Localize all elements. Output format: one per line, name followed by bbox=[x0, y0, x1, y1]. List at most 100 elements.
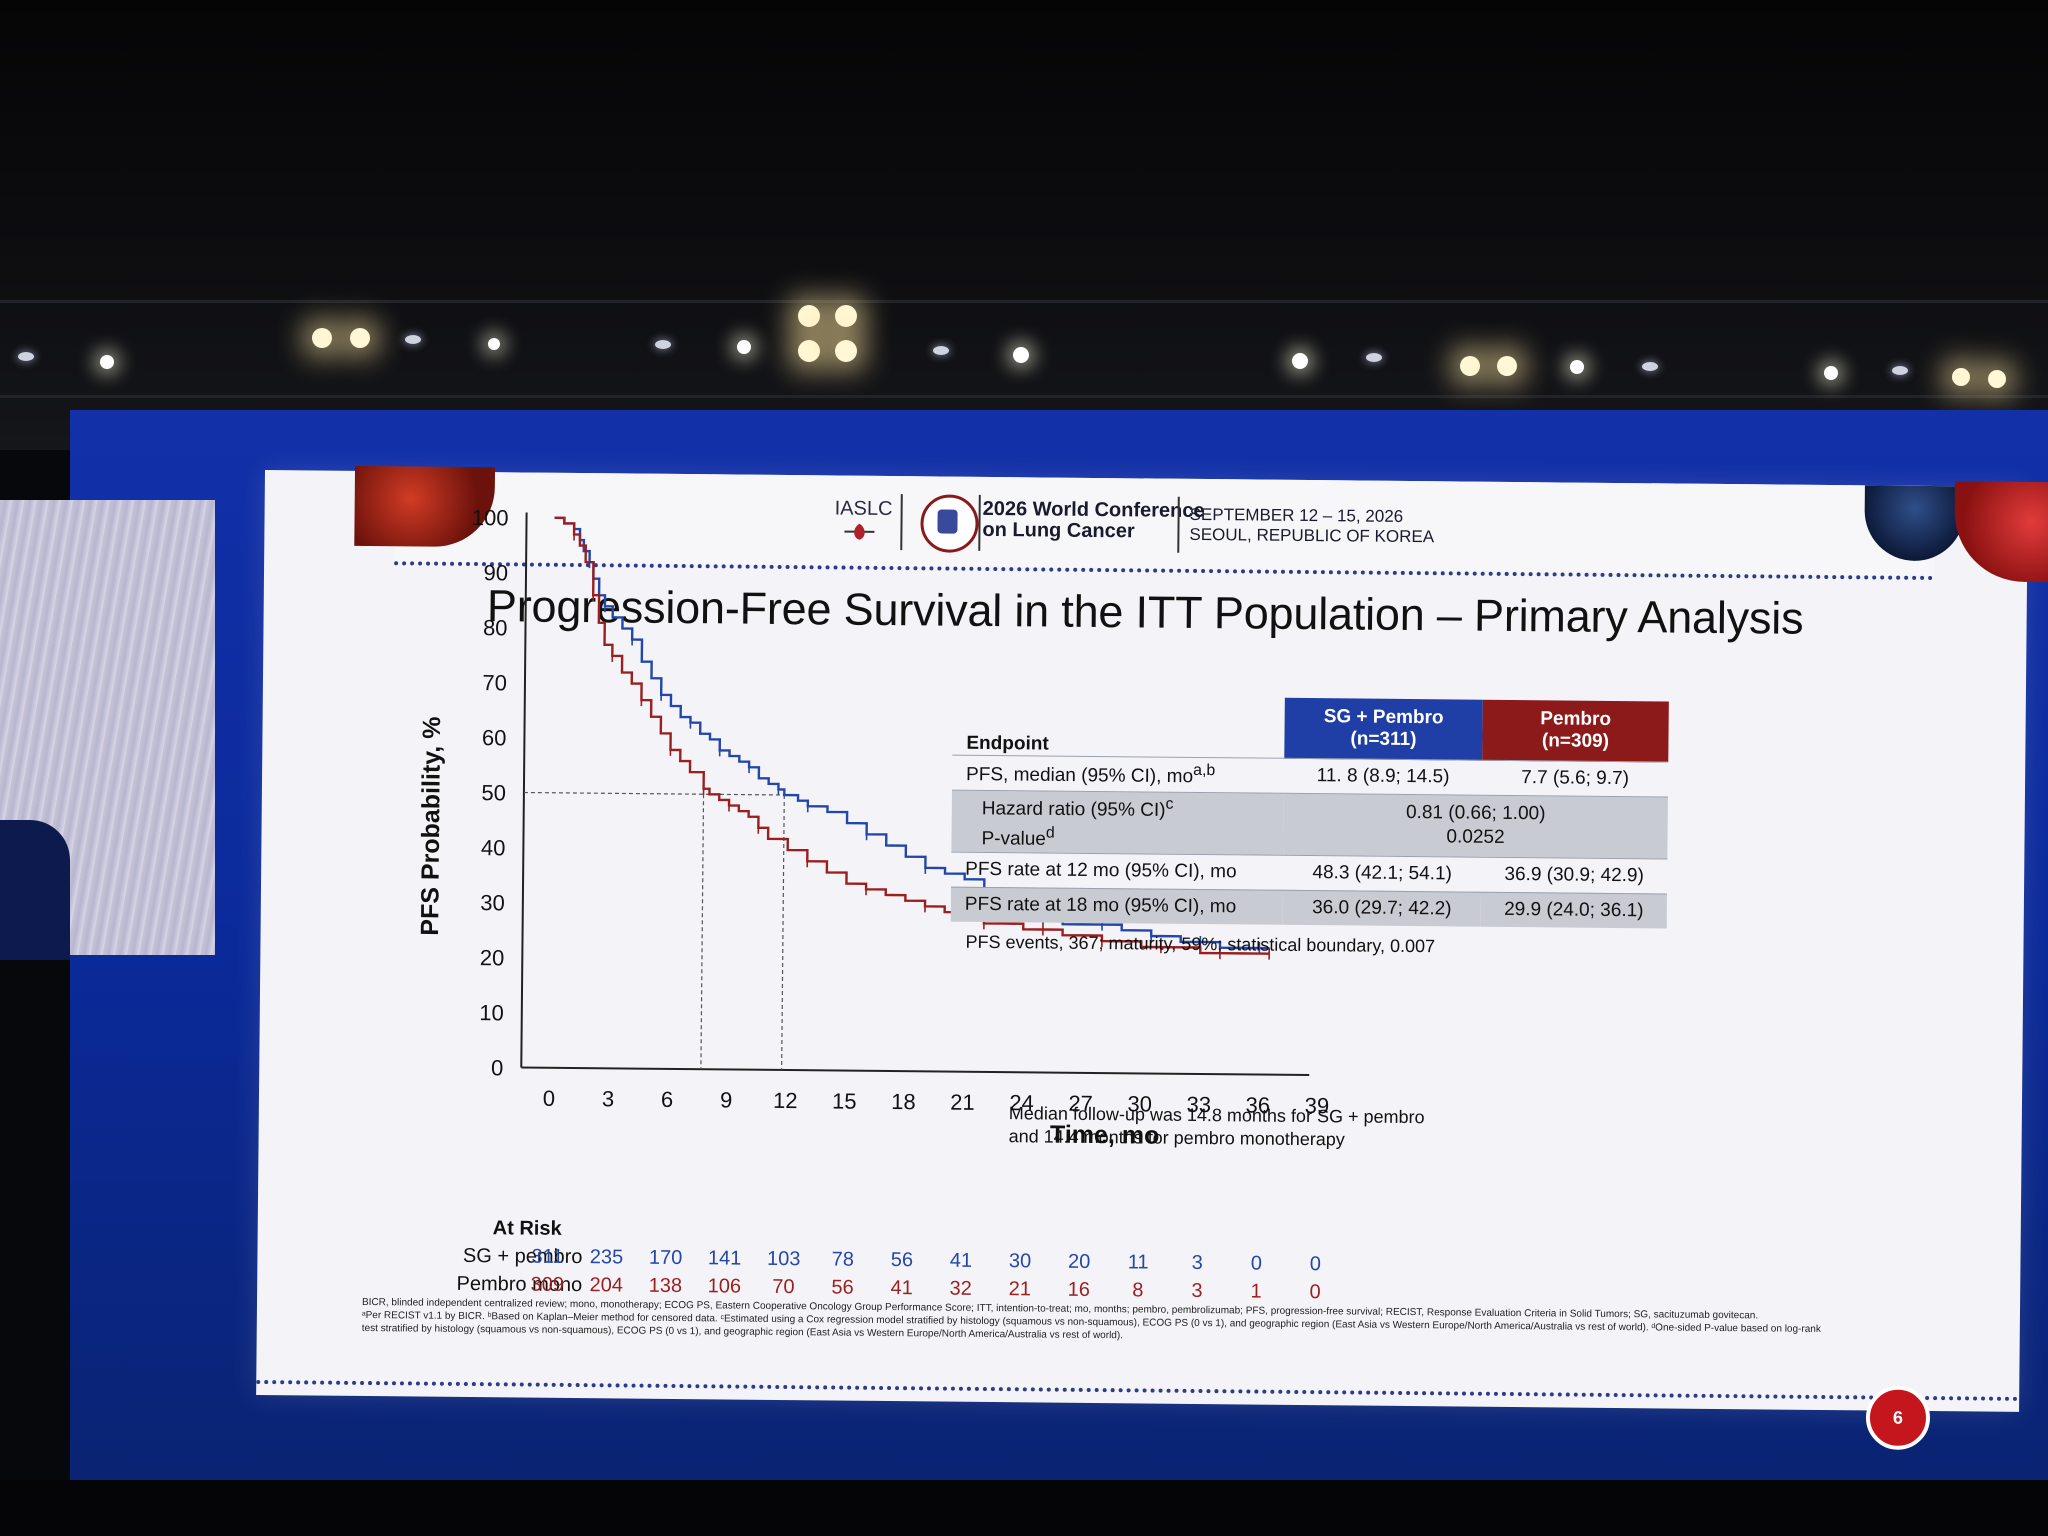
at-risk-value: 21 bbox=[1008, 1278, 1032, 1301]
at-risk-value: 141 bbox=[707, 1247, 742, 1270]
stage-light bbox=[1642, 362, 1658, 371]
at-risk-header: At Risk bbox=[492, 1217, 562, 1240]
at-risk-value: 0 bbox=[1309, 1281, 1321, 1304]
at-risk-value: 8 bbox=[1132, 1279, 1144, 1302]
pembro-value: 29.9 (24.0; 36.1) bbox=[1480, 891, 1667, 929]
stage-light bbox=[737, 340, 751, 354]
stage-light bbox=[350, 328, 370, 348]
stage-light bbox=[1460, 356, 1480, 376]
podium bbox=[0, 820, 70, 960]
at-risk-value: 16 bbox=[1067, 1278, 1091, 1301]
p-value: 0.0252 bbox=[1446, 826, 1505, 849]
table-row: PFS rate at 18 mo (95% CI), mo 36.0 (29.… bbox=[950, 886, 1667, 929]
stage-light bbox=[1366, 353, 1382, 362]
x-tick-label: 33 bbox=[1186, 1092, 1211, 1117]
y-axis-line bbox=[520, 512, 528, 1068]
at-risk-value: 56 bbox=[890, 1249, 914, 1272]
at-risk-value: 41 bbox=[949, 1249, 973, 1272]
iaslc-lung-icon bbox=[844, 523, 875, 540]
column-header-sg-pembro: SG + Pembro (n=311) bbox=[1284, 697, 1483, 761]
pfs-events-note: PFS events, 367; maturity, 59%; statisti… bbox=[965, 931, 1436, 957]
at-risk-value: 41 bbox=[890, 1277, 913, 1300]
x-tick-label: 24 bbox=[1009, 1090, 1034, 1115]
row-label: PFS, median (95% CI), moa,b bbox=[951, 755, 1285, 794]
venue-ceiling bbox=[0, 0, 2048, 450]
median-drop-line bbox=[781, 794, 785, 1070]
at-risk-value: 70 bbox=[772, 1275, 795, 1299]
x-tick-label: 9 bbox=[720, 1087, 732, 1112]
at-risk-value: 235 bbox=[589, 1246, 624, 1269]
at-risk-value: 309 bbox=[530, 1273, 564, 1296]
truss-beam bbox=[0, 300, 2048, 303]
stage-light bbox=[312, 328, 332, 348]
stage-light bbox=[1497, 356, 1517, 376]
y-tick-label: 100 bbox=[472, 505, 509, 530]
stage-light bbox=[835, 340, 857, 362]
at-risk-value: 20 bbox=[1067, 1250, 1091, 1273]
at-risk-value: 11 bbox=[1127, 1251, 1149, 1274]
y-tick-label: 70 bbox=[482, 670, 507, 695]
pembro-value: 7.7 (5.6; 9.7) bbox=[1481, 760, 1669, 797]
endpoint-table: Endpoint SG + Pembro (n=311) Pembro (n=3… bbox=[950, 695, 1669, 929]
x-tick-label: 21 bbox=[950, 1090, 975, 1115]
stage-light bbox=[798, 340, 820, 362]
y-tick-label: 60 bbox=[482, 725, 507, 750]
stage-light bbox=[1570, 360, 1584, 374]
hazard-ratio-value: 0.81 (0.66; 1.00) bbox=[1405, 802, 1546, 825]
y-tick-label: 20 bbox=[480, 945, 505, 970]
x-tick-label: 0 bbox=[543, 1086, 555, 1111]
hazard-ratio-label: Hazard ratio (95% CI) bbox=[981, 798, 1166, 821]
stage-light bbox=[798, 305, 820, 327]
stage-light bbox=[100, 355, 114, 369]
pembro-header-n: (n=309) bbox=[1541, 730, 1610, 752]
y-tick-label: 50 bbox=[481, 780, 506, 805]
stage-light bbox=[655, 340, 671, 349]
row-label-text: PFS, median (95% CI), mo bbox=[966, 763, 1194, 788]
at-risk-value: 30 bbox=[1008, 1250, 1032, 1273]
x-tick-label: 12 bbox=[773, 1088, 798, 1113]
stage-light bbox=[933, 346, 949, 355]
stage-light bbox=[18, 352, 34, 361]
x-axis-label: Time, mo bbox=[1050, 1121, 1160, 1150]
x-tick-label: 18 bbox=[891, 1089, 916, 1114]
row-label: PFS rate at 12 mo (95% CI), mo bbox=[951, 851, 1284, 890]
x-tick-label: 36 bbox=[1246, 1092, 1271, 1117]
y-tick-label: 10 bbox=[479, 1000, 504, 1025]
y-tick-label: 90 bbox=[483, 560, 508, 585]
presentation-slide: IASLC 2026 World Conference on Lung Canc… bbox=[256, 465, 2048, 1451]
at-risk-value: 138 bbox=[648, 1274, 683, 1298]
y-tick-label: 80 bbox=[483, 615, 508, 640]
column-header-pembro: Pembro (n=309) bbox=[1482, 699, 1669, 762]
y-tick-label: 30 bbox=[480, 890, 505, 915]
stage-light bbox=[1892, 366, 1908, 375]
stage-light bbox=[405, 335, 421, 344]
p-value-footnote-marker: d bbox=[1045, 824, 1055, 842]
at-risk-value: 204 bbox=[589, 1274, 624, 1297]
sg-pembro-header-n: (n=311) bbox=[1350, 728, 1417, 751]
at-risk-value: 311 bbox=[531, 1245, 564, 1268]
median-reference-line bbox=[523, 791, 785, 796]
stage-light bbox=[488, 338, 500, 350]
x-axis-line bbox=[521, 1066, 1310, 1077]
page-number-badge: 6 bbox=[1865, 1385, 1931, 1451]
hazard-ratio-labels: Hazard ratio (95% CI)c P-valued bbox=[951, 790, 1284, 855]
hazard-ratio-values: 0.81 (0.66; 1.00) 0.0252 bbox=[1283, 793, 1668, 859]
at-risk-value: 3 bbox=[1191, 1279, 1203, 1303]
stage-floor bbox=[0, 1480, 2048, 1536]
truss-beam bbox=[0, 395, 2048, 398]
row-footnote-marker: a,b bbox=[1193, 761, 1216, 779]
stage-light bbox=[1952, 368, 1970, 386]
km-curve-sg-pembro bbox=[554, 516, 1270, 950]
y-tick-label: 0 bbox=[491, 1055, 503, 1080]
sg-pembro-value: 36.0 (29.7; 42.2) bbox=[1282, 889, 1482, 927]
endpoint-header: Endpoint bbox=[966, 732, 1049, 755]
stage-light bbox=[835, 305, 857, 327]
x-tick-label: 3 bbox=[602, 1086, 614, 1111]
at-risk-value: 0 bbox=[1250, 1252, 1263, 1275]
stage-light bbox=[1988, 370, 2006, 388]
y-tick-label: 40 bbox=[481, 835, 506, 860]
stage-light bbox=[1292, 353, 1308, 369]
median-drop-line bbox=[700, 794, 705, 1070]
x-tick-label: 30 bbox=[1127, 1091, 1152, 1116]
